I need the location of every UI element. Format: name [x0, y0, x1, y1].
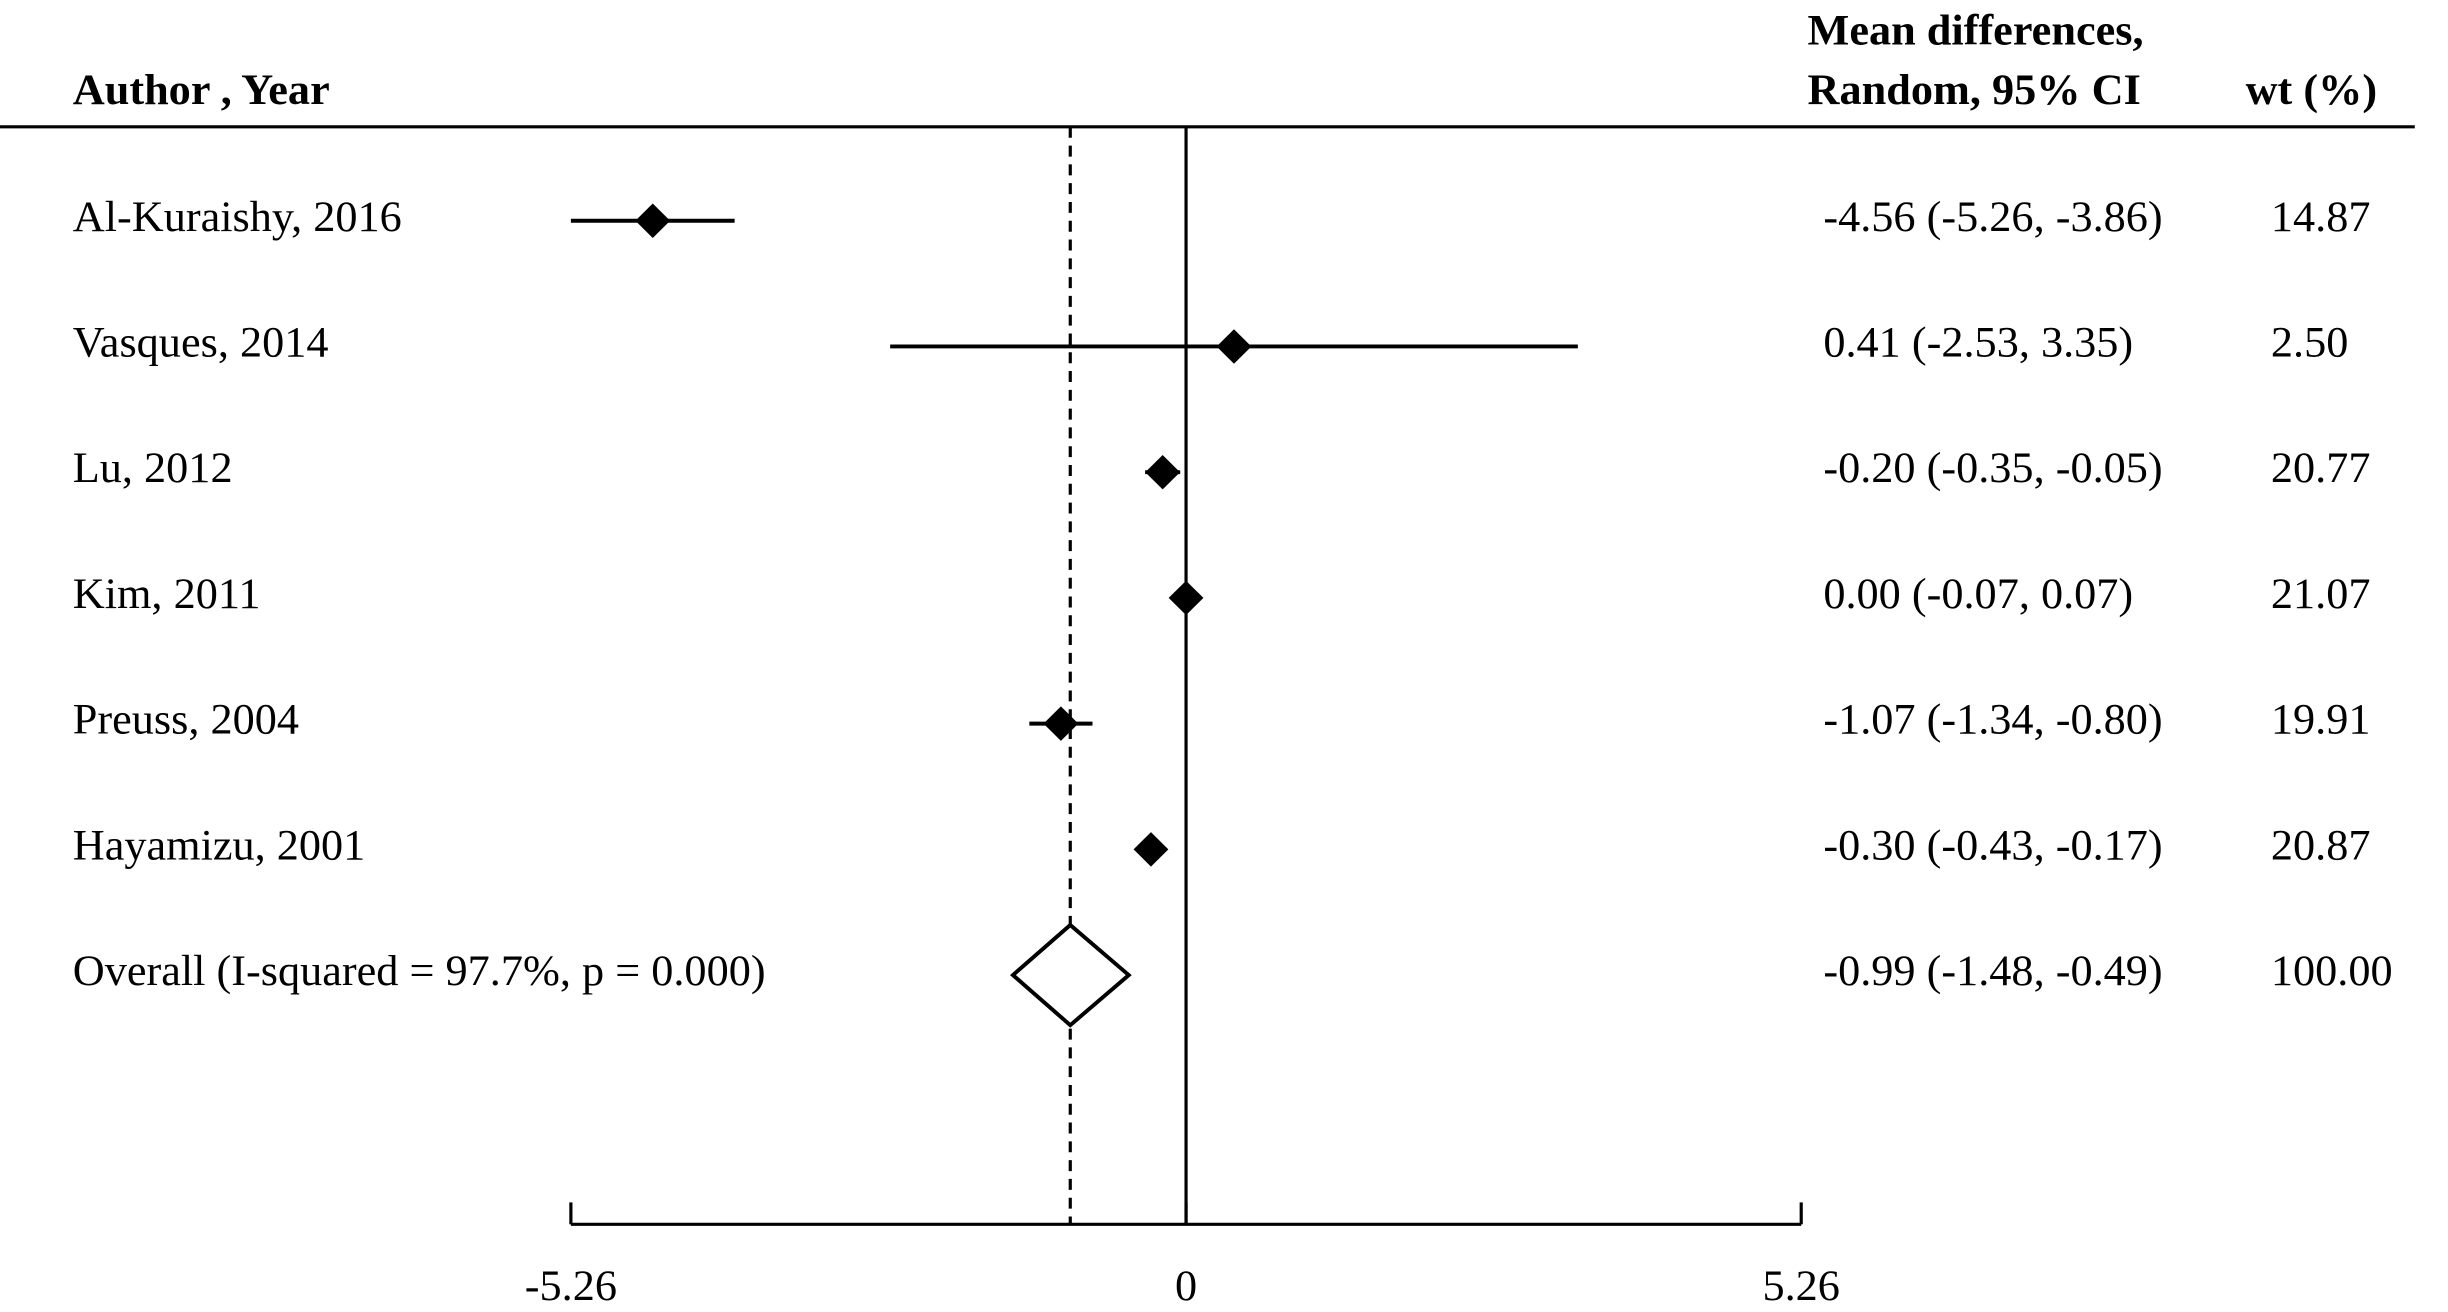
effect-label: -0.99 (-1.48, -0.49) — [1823, 946, 2162, 995]
point-estimate — [1133, 832, 1169, 867]
effect-label: -4.56 (-5.26, -3.86) — [1823, 192, 2162, 241]
effect-label: -0.20 (-0.35, -0.05) — [1823, 443, 2162, 492]
study-label: Vasques, 2014 — [73, 318, 329, 367]
study-header: Author , Year — [73, 65, 330, 114]
weight-label: 20.87 — [2271, 821, 2371, 870]
effect-label: -1.07 (-1.34, -0.80) — [1823, 695, 2162, 744]
overall-label: Overall (I-squared = 97.7%, p = 0.000) — [73, 946, 766, 995]
study-label: Kim, 2011 — [73, 569, 261, 618]
study-label: Preuss, 2004 — [73, 695, 299, 744]
effect-label: -0.30 (-0.43, -0.17) — [1823, 821, 2162, 870]
weight-label: 14.87 — [2271, 192, 2371, 241]
point-estimate — [635, 203, 671, 238]
effect-header: Random, 95% CI — [1808, 65, 2141, 114]
study-label: Al-Kuraishy, 2016 — [73, 192, 402, 241]
weight-label: 19.91 — [2271, 695, 2371, 744]
overall-diamond — [1009, 922, 1132, 1028]
weight-label: 20.77 — [2271, 443, 2371, 492]
point-estimate — [1043, 706, 1079, 741]
x-tick-label: 0 — [1175, 1261, 1197, 1310]
study-label: Lu, 2012 — [73, 443, 233, 492]
weight-label: 21.07 — [2271, 569, 2371, 618]
x-tick-label: -5.26 — [525, 1261, 617, 1310]
x-tick-label: 5.26 — [1762, 1261, 1839, 1310]
study-label: Hayamizu, 2001 — [73, 821, 366, 870]
weight-label: 2.50 — [2271, 318, 2348, 367]
effect-label: 0.41 (-2.53, 3.35) — [1823, 318, 2133, 367]
effect-label: 0.00 (-0.07, 0.07) — [1823, 569, 2133, 618]
effect-header: Mean differences, — [1808, 6, 2144, 55]
weight-header: wt (%) — [2246, 65, 2378, 114]
weight-label: 100.00 — [2271, 946, 2393, 995]
